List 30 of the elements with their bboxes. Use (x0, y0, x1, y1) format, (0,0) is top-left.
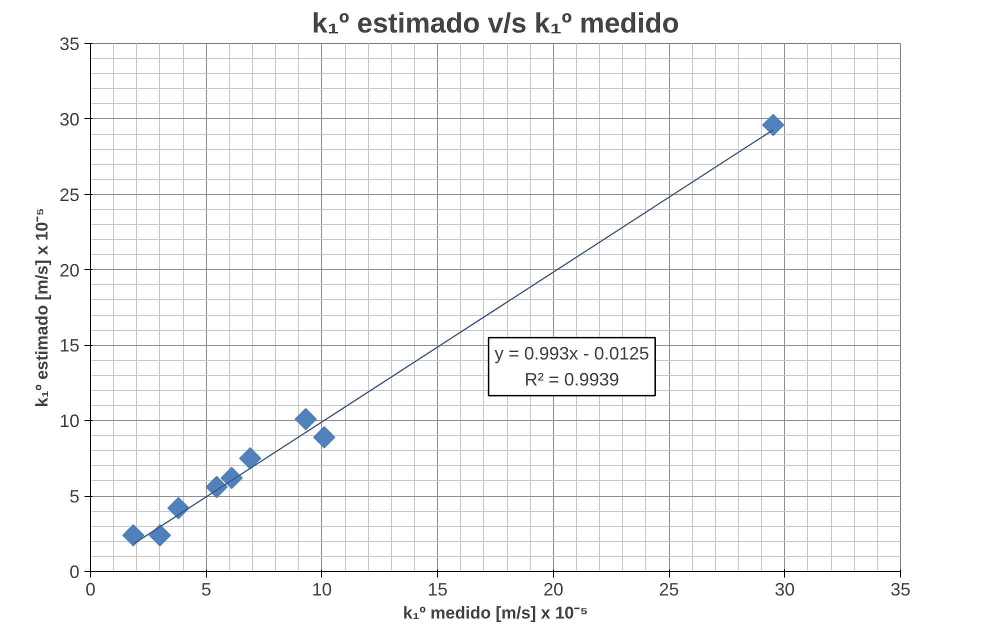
y-tick-label: 35 (59, 34, 80, 54)
y-tick-label: 0 (69, 562, 80, 582)
y-axis-title: k₁º estimado [m/s] x 10⁻⁵ (32, 208, 52, 408)
y-tick-label: 5 (69, 486, 80, 507)
x-tick-label: 0 (85, 580, 96, 600)
point (294, 408, 317, 430)
x-tick-label: 25 (659, 580, 680, 600)
annotation: y = 0.993x - 0.0125 (494, 344, 650, 364)
point (313, 426, 336, 448)
point (206, 476, 228, 498)
point (167, 497, 190, 520)
x-tick-label: 20 (543, 580, 564, 600)
point (762, 114, 784, 136)
y-tick-label: 10 (59, 411, 80, 432)
x-tick-label: 35 (890, 580, 911, 600)
y-tick-label: 30 (59, 109, 80, 130)
x-axis-title: k₁º medido [m/s] x 10⁻⁵ (403, 604, 588, 622)
point (239, 447, 262, 470)
chart-title: k₁º estimado v/s k₁º medido (312, 8, 680, 38)
x-tick-label: 15 (428, 580, 448, 600)
x-tick-label: 10 (312, 580, 332, 600)
point (220, 466, 243, 490)
y-tick-label: 25 (59, 184, 80, 205)
point (122, 524, 144, 546)
point (148, 524, 172, 546)
y-tick-label: 15 (59, 336, 80, 356)
annotation: R² = 0.9939 (524, 370, 620, 390)
x-tick-label: 30 (774, 580, 795, 600)
x-tick-label: 5 (201, 580, 212, 600)
y-tick-label: 20 (59, 260, 80, 280)
